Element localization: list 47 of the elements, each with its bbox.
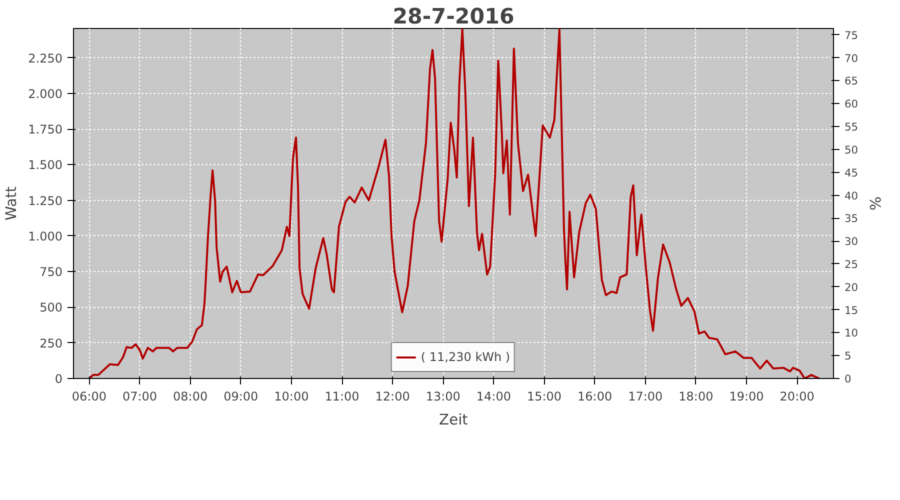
x-tick-label: 17:00 — [628, 390, 663, 404]
y-tick-label: 2.000 — [28, 86, 63, 101]
y2-tick-label: 70 — [844, 52, 858, 65]
y-tick-label: 750 — [40, 265, 62, 280]
x-tick-label: 14:00 — [476, 390, 511, 404]
x-tick-label: 15:00 — [526, 390, 562, 404]
y2-tick-label: 50 — [844, 143, 858, 156]
chart-title: 28-7-2016 — [392, 4, 514, 30]
x-tick-label: 07:00 — [122, 390, 158, 404]
x-tick-label: 11:00 — [324, 390, 360, 404]
y2-tick-label: 65 — [844, 74, 858, 88]
y2-tick-label: 40 — [844, 189, 858, 202]
x-tick-label: 10:00 — [274, 390, 309, 404]
x-tick-label: 08:00 — [173, 390, 208, 404]
x-tick-label: 19:00 — [729, 390, 764, 404]
y2-tick-label: 15 — [844, 304, 858, 317]
x-axis-title: Zeit — [439, 412, 468, 428]
line-series — [88, 28, 820, 378]
y-tick-label: 500 — [40, 300, 62, 315]
legend-label: ( 11,230 kWh ) — [420, 350, 510, 364]
x-tick-label: 16:00 — [578, 390, 612, 404]
y-tick-label: 1.000 — [28, 229, 63, 244]
y2-tick-label: 25 — [844, 258, 858, 271]
y2-tick-label: 10 — [844, 326, 858, 340]
y-tick-label: 1.250 — [28, 194, 63, 208]
x-tick-label: 18:00 — [678, 390, 714, 404]
x-tick-label: 20:00 — [780, 390, 814, 404]
y2-tick-label: 55 — [844, 120, 858, 134]
y2-tick-label: 45 — [844, 166, 858, 180]
x-tick-label: 12:00 — [375, 390, 410, 404]
y2-tick-label: 75 — [844, 28, 858, 42]
x-tick-label: 09:00 — [224, 390, 258, 404]
y2-tick-label: 30 — [844, 235, 858, 248]
x-tick-label: 13:00 — [426, 390, 460, 404]
y2-tick-label: 60 — [844, 98, 858, 111]
y2-tick-label: 0 — [844, 372, 852, 386]
y-tick-label: 1.500 — [28, 158, 63, 172]
y2-tick-label: 5 — [844, 350, 852, 363]
y2-axis-title: % — [866, 196, 884, 211]
x-tick-label: 06:00 — [72, 390, 106, 404]
y-tick-label: 250 — [40, 336, 62, 350]
y2-tick-label: 20 — [844, 280, 858, 294]
y-tick-label: 1.750 — [28, 122, 63, 137]
y-axis-title: Watt — [3, 186, 20, 221]
y2-tick-label: 35 — [844, 212, 858, 226]
y-tick-label: 2.250 — [28, 51, 63, 66]
y-tick-label: 0 — [54, 372, 63, 386]
